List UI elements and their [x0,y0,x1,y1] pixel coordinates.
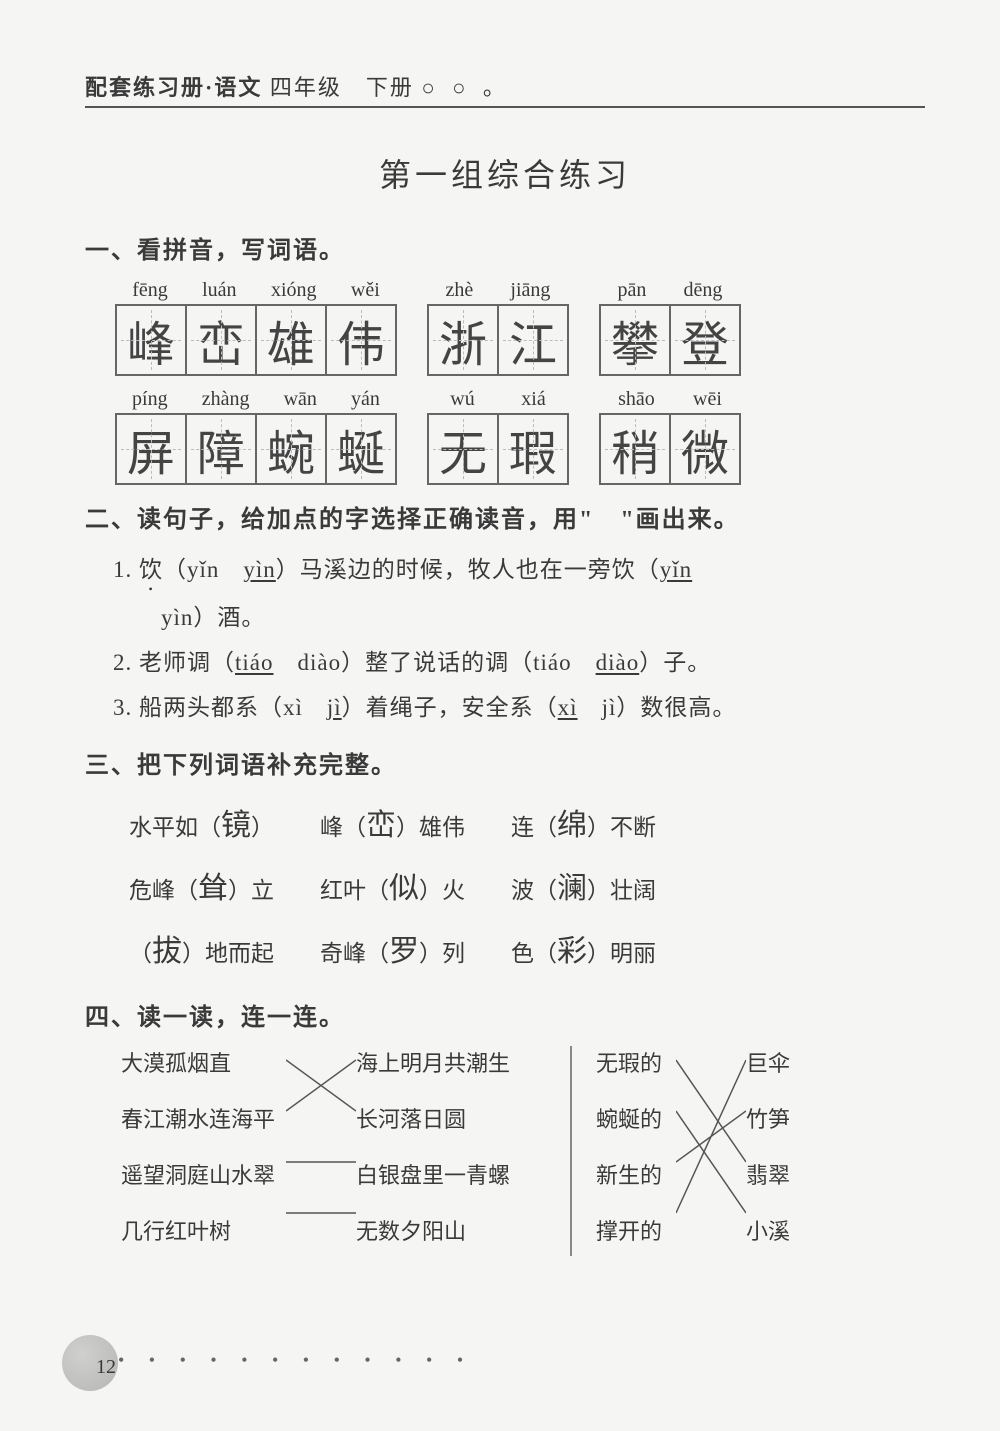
page-number: 12 [96,1356,116,1379]
sec4-heading: 四、读一读，连一连。 [85,997,925,1032]
sec4-content: 大漠孤烟直春江潮水连海平遥望洞庭山水翠几行红叶树 海上明月共潮生长河落日圆白银盘… [121,1046,925,1256]
divider [570,1046,572,1256]
match-left-a: 大漠孤烟直春江潮水连海平遥望洞庭山水翠几行红叶树 [121,1046,286,1256]
sec2-item2: 2. 老师调（tiáo diào）整了说话的调（tiáo diào）子。 [113,641,925,686]
sec1-content: fēngluánxióngwěi峰峦雄伟zhèjiāng浙江pāndēng攀登p… [85,279,925,485]
sec2-item1: 1. 饮（yǐn yìn）马溪边的时候，牧人也在一旁饮（yǐn yìn）酒。 [113,548,925,641]
sec3-content: 水平如（镜）峰（峦）雄伟连（绵）不断危峰（耸）立红叶（似）火波（澜）壮阔（拔）地… [85,794,925,983]
page-dots: • • • • • • • • • • • • [118,1350,473,1371]
book-title: 配套练习册·语文 [85,75,262,100]
sec3-heading: 三、把下列词语补充完整。 [85,745,925,780]
page-header: 配套练习册·语文 四年级 下册 ○ ○ 。 [85,70,925,108]
grade-label: 四年级 下册 [270,75,414,100]
sec1-heading: 一、看拼音，写词语。 [85,230,925,265]
page-title: 第一组综合练习 [85,150,925,196]
match-lines-left [286,1046,356,1256]
header-dots: ○ ○ 。 [421,75,511,100]
sec2-heading: 二、读句子，给加点的字选择正确读音，用" "画出来。 [85,499,925,534]
match-right-b: 巨伞竹笋翡翠小溪 [746,1046,806,1256]
match-right-a: 无瑕的蜿蜒的新生的撑开的 [596,1046,676,1256]
match-lines-right [676,1046,746,1256]
sec2-item3: 3. 船两头都系（xì jì）着绳子，安全系（xì jì）数很高。 [113,686,925,731]
match-left-b: 海上明月共潮生长河落日圆白银盘里一青螺无数夕阳山 [356,1046,546,1256]
